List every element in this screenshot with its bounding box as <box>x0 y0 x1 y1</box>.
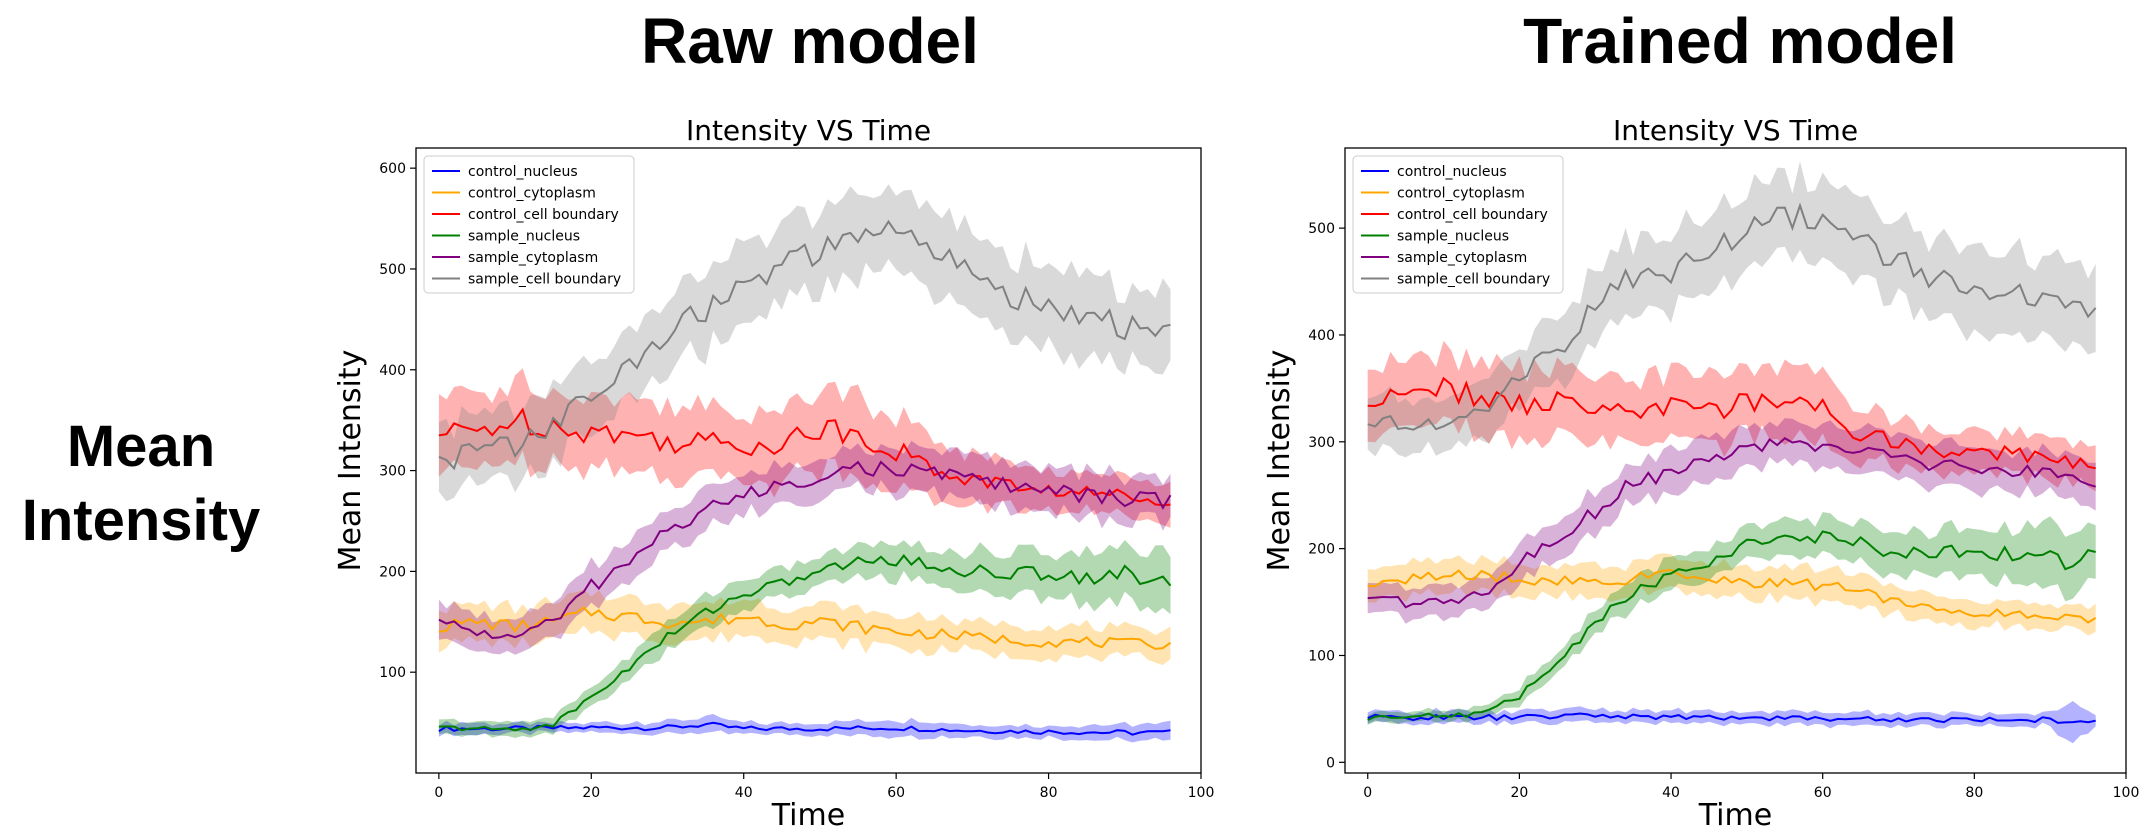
legend-entry: control_nucleus <box>468 164 578 180</box>
series-line-sample-cell-boundary <box>1367 202 2097 431</box>
raw-model-heading: Raw model <box>641 5 979 77</box>
x-tick-label: 80 <box>1965 785 1983 801</box>
row-label-line2: Intensity <box>21 488 261 553</box>
x-tick-label: 0 <box>434 785 443 801</box>
legend-entry: sample_cytoplasm <box>468 250 598 266</box>
x-tick-label: 80 <box>1040 785 1058 801</box>
x-tick-label: 0 <box>1363 785 1372 801</box>
y-tick-label: 100 <box>379 665 406 681</box>
series-line-sample-cytoplasm <box>1367 436 2096 609</box>
x-tick-label: 40 <box>735 785 753 801</box>
plot-frame <box>415 147 1202 774</box>
mean-intensity-row-label: Mean Intensity <box>0 410 282 558</box>
series-line-control-nucleus <box>1367 712 2096 724</box>
x-tick-label: 100 <box>2113 785 2140 801</box>
series-band-sample-cytoplasm <box>438 440 1171 655</box>
series-band-sample-cell-boundary <box>438 184 1171 502</box>
legend-entry: sample_nucleus <box>468 229 580 245</box>
legend-entry: sample_nucleus <box>1397 229 1509 245</box>
plot-area <box>1367 161 2097 744</box>
y-tick-label: 200 <box>379 564 406 580</box>
y-tick-label: 0 <box>1326 755 1335 771</box>
legend-entry: sample_cell boundary <box>1397 272 1550 288</box>
series-band-sample-cell-boundary <box>1367 161 2096 458</box>
y-tick-label: 200 <box>1308 542 1335 558</box>
y-tick-label: 300 <box>1308 435 1335 451</box>
series-band-sample-nucleus <box>438 540 1171 738</box>
series-line-control-cytoplasm <box>1367 568 2097 624</box>
y-tick-label: 600 <box>379 161 406 177</box>
series-line-sample-cell-boundary <box>438 219 1171 471</box>
legend-entry: control_cytoplasm <box>1397 186 1525 202</box>
plot-area <box>438 184 1172 743</box>
x-tick-label: 60 <box>1814 785 1832 801</box>
legend-box <box>423 155 635 294</box>
series-band-sample-cytoplasm <box>1367 418 2096 624</box>
chart-title: Intensity VS Time <box>1613 114 1858 147</box>
y-tick-label: 500 <box>379 262 406 278</box>
y-axis-label: Mean Intensity <box>333 350 368 572</box>
row-label-line1: Mean <box>66 414 216 479</box>
series-band-control-nucleus <box>438 714 1171 743</box>
legend-box <box>1352 155 1564 294</box>
legend-entry: control_cell boundary <box>468 207 619 223</box>
series-band-control-nucleus <box>1367 701 2096 744</box>
x-tick-label: 20 <box>1510 785 1528 801</box>
x-tick-label: 100 <box>1188 785 1215 801</box>
x-tick-label: 60 <box>887 785 905 801</box>
series-line-sample-cytoplasm <box>438 460 1172 640</box>
x-tick-label: 40 <box>1662 785 1680 801</box>
series-line-sample-nucleus <box>438 554 1172 732</box>
y-tick-label: 300 <box>379 464 406 480</box>
series-band-control-cell-boundary <box>1367 340 2096 492</box>
legend-entry: sample_cytoplasm <box>1397 250 1527 266</box>
x-axis-label: Time <box>771 798 845 833</box>
chart-legend: control_nucleus control_cytoplasm control_… <box>423 155 635 294</box>
x-axis-label: Time <box>1698 798 1772 833</box>
y-tick-label: 100 <box>1308 648 1335 664</box>
y-tick-label: 500 <box>1308 221 1335 237</box>
legend-entry: control_cytoplasm <box>468 186 596 202</box>
y-tick-label: 400 <box>1308 328 1335 344</box>
plot-frame <box>1344 147 2127 774</box>
chart-title: Intensity VS Time <box>686 114 931 147</box>
series-line-sample-nucleus <box>1367 530 2096 722</box>
chart-legend: control_nucleus control_cytoplasm control_… <box>1352 155 1564 294</box>
y-tick-label: 400 <box>379 363 406 379</box>
y-axis-label: Mean Intensity <box>1262 350 1297 572</box>
legend-entry: sample_cell boundary <box>468 272 621 288</box>
x-tick-label: 20 <box>582 785 600 801</box>
series-line-control-nucleus <box>438 721 1171 736</box>
trained-model-heading: Trained model <box>1523 5 1957 77</box>
legend-entry: control_nucleus <box>1397 164 1507 180</box>
series-band-control-cytoplasm <box>438 589 1171 665</box>
legend-entry: control_cell boundary <box>1397 207 1548 223</box>
series-band-control-cytoplasm <box>1367 553 2096 636</box>
series-line-control-cell-boundary <box>1367 376 2096 470</box>
